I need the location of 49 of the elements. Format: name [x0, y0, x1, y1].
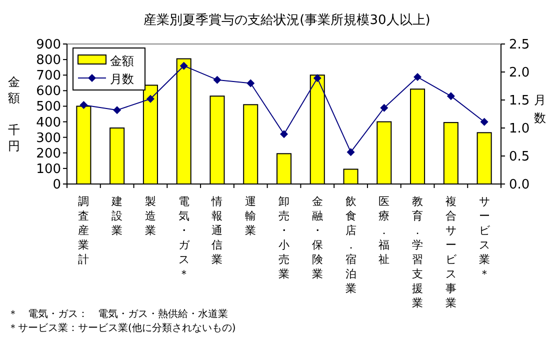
y2-tick-label: 0.0: [509, 178, 530, 192]
chart-title: 産業別夏季賞与の支給状況(事業所規模30人以上): [144, 12, 430, 28]
y-tick-label: 600: [36, 84, 61, 100]
y-tick-label: 800: [36, 53, 61, 68]
x-tick-label: 調査産業計: [78, 195, 90, 266]
x-tick-label: 複合サービス事業: [445, 195, 458, 310]
x-tick-label: 飲食店．宿泊業: [345, 195, 356, 295]
x-tick-label: 建設業: [110, 195, 123, 237]
y2-tick-label: 2.0: [509, 66, 530, 80]
y2-tick-label: 1.5: [509, 94, 530, 108]
y-tick-label: 900: [36, 38, 61, 52]
point: [414, 73, 422, 82]
x-tick-label: サービス業＊: [478, 195, 491, 280]
y2-axis-title: 月数: [534, 93, 546, 125]
y-tick-label: 700: [36, 68, 61, 84]
point: [146, 94, 154, 103]
legend-label: 月数: [110, 72, 134, 86]
point: [313, 74, 322, 82]
x-tick-label: 製造業: [144, 195, 156, 237]
point: [213, 76, 222, 84]
point: [380, 104, 388, 112]
y-tick-label: 400: [36, 115, 61, 130]
point: [113, 106, 122, 114]
x-tick-label: 教育．学習支援業: [412, 195, 424, 310]
x-tick-label: 医療．福祉: [378, 195, 390, 266]
x-tick-label: 金融・保険業: [312, 195, 323, 280]
text: ＊ 電気・ガス： 電気・ガス・熱供給・水道業: [8, 308, 228, 320]
y2-tick-label: 2.5: [509, 38, 530, 52]
x-tick-label: 情報通信業: [210, 195, 223, 266]
y2-tick-label: 0.5: [509, 150, 530, 164]
y-tick-label: 100: [36, 162, 61, 177]
y-tick-label: 500: [36, 100, 61, 115]
point: [480, 118, 488, 126]
point: [246, 79, 255, 88]
x-tick-label: 卸売・小売業: [278, 195, 290, 280]
x-tick-label: 電気・ガス＊: [178, 195, 190, 280]
text: ＊サービス業：サービス業(他に分類されないもの): [8, 322, 236, 334]
point: [446, 92, 455, 100]
point: [280, 130, 288, 138]
y2-tick-label: 1.0: [509, 122, 530, 136]
x-tick-label: 運輸業: [245, 195, 256, 237]
text: 金額千円: [8, 75, 20, 153]
legend-label: 金額: [110, 54, 134, 68]
point: [346, 148, 355, 156]
y-tick-label: 200: [36, 146, 61, 162]
point: [180, 62, 188, 70]
point: [80, 101, 88, 110]
y-tick-label: 0: [52, 178, 61, 192]
y-tick-label: 300: [36, 130, 61, 146]
